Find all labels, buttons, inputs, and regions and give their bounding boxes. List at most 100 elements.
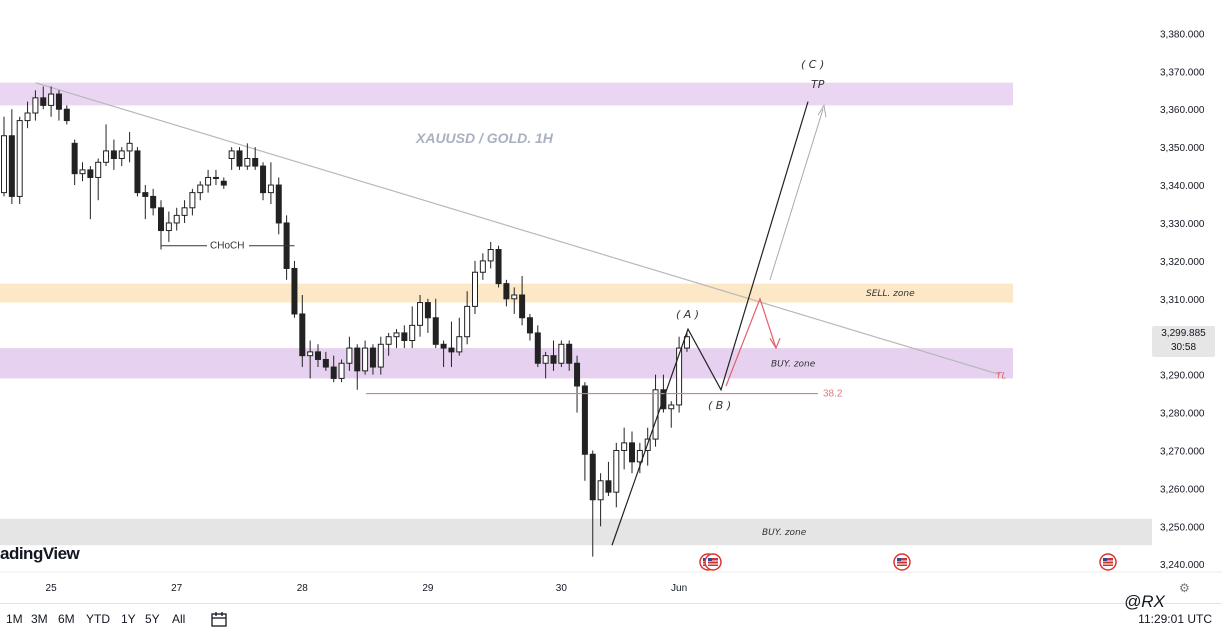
candle-up <box>511 294 518 300</box>
candle-down <box>220 180 227 186</box>
candle-up <box>16 120 23 197</box>
candle-up <box>613 449 620 493</box>
timeframe-1y-button[interactable]: 1Y <box>121 612 136 626</box>
candle-up <box>636 449 643 463</box>
candle-up <box>487 249 494 262</box>
candle-up <box>1 135 7 194</box>
candle-down <box>87 169 94 178</box>
candle-up <box>393 332 400 338</box>
projection-path <box>725 297 777 387</box>
candle-up <box>267 184 274 194</box>
candle-up <box>417 302 424 326</box>
candle-down <box>63 108 70 122</box>
timeframe-ytd-button[interactable]: YTD <box>86 612 110 626</box>
price-axis-bg <box>1152 0 1222 603</box>
candle-up <box>165 222 172 232</box>
candle-down <box>424 302 431 319</box>
flag-body <box>1103 558 1113 566</box>
candle-down <box>519 294 526 319</box>
candle-down <box>275 184 282 224</box>
calendar-icon[interactable] <box>210 610 228 628</box>
price-tick-label: 3,280.000 <box>1160 409 1205 420</box>
candle-up <box>79 169 86 175</box>
candle-up <box>338 362 345 379</box>
price-tick-label: 3,250.000 <box>1160 522 1205 533</box>
candle-up <box>362 347 369 372</box>
candle-down <box>534 332 541 364</box>
sell-zone-label: SELL. zone <box>866 289 915 299</box>
us-flag-event-icon <box>704 553 722 571</box>
candle-down <box>605 480 612 493</box>
price-tick-label: 3,360.000 <box>1160 105 1205 116</box>
buy-zone-upper-label: BUY. zone <box>771 359 816 369</box>
price-tick-label: 3,260.000 <box>1160 484 1205 495</box>
time-tick-label: 30 <box>556 583 568 594</box>
candle-down <box>448 347 455 353</box>
candle-up <box>48 93 55 106</box>
candle-up <box>307 351 314 357</box>
trend-line <box>35 82 1001 376</box>
projection-arrowhead <box>769 337 781 350</box>
wave-b-label: ( B ) <box>708 399 731 412</box>
flag-body <box>708 558 718 566</box>
chart-title: XAUUSD / GOLD. 1H <box>415 130 554 146</box>
candle-up <box>118 150 125 160</box>
candle-down <box>260 165 267 194</box>
flag-canton <box>897 558 901 561</box>
candle-down <box>550 355 557 364</box>
flag-canton <box>708 558 712 561</box>
candle-down <box>330 366 337 379</box>
price-tick-label: 3,240.000 <box>1160 560 1205 571</box>
candle-up <box>456 336 463 353</box>
tradingview-logo: adingView <box>0 544 80 563</box>
candle-up <box>244 158 251 167</box>
candle-down <box>134 150 141 194</box>
candle-down <box>110 150 117 160</box>
candles-group <box>1 86 690 557</box>
candle-up <box>668 404 675 410</box>
candle-up <box>409 324 416 342</box>
price-chart[interactable]: SELL. zone BUY. zone BUY. zone TL CHoCH 38.2 (… <box>0 0 1222 603</box>
trend-line-label: TL <box>996 372 1007 382</box>
price-tick-label: 3,340.000 <box>1160 181 1205 192</box>
zone-buy-zone-lower <box>0 518 1152 546</box>
candle-down <box>589 453 596 501</box>
candle-down <box>369 347 376 368</box>
us-flag-event-icon <box>893 553 911 571</box>
choch-label: CHoCH <box>210 241 244 252</box>
candle-down <box>574 362 581 387</box>
candle-down <box>236 150 243 167</box>
candle-up <box>212 176 219 179</box>
candle-up <box>472 271 478 307</box>
timeframe-5y-button[interactable]: 5Y <box>145 612 160 626</box>
utc-clock: 11:29:01 UTC <box>1138 612 1212 626</box>
wave-c-label: ( C ) <box>801 58 824 71</box>
flag-canton <box>1103 558 1107 561</box>
candle-up <box>189 192 196 209</box>
timeframe-3m-button[interactable]: 3M <box>31 612 48 626</box>
candle-down <box>526 317 533 334</box>
price-tick-label: 3,320.000 <box>1160 257 1205 268</box>
candle-down <box>354 347 361 372</box>
candle-down <box>8 135 15 197</box>
time-tick-label: 25 <box>46 583 58 594</box>
wave-a-label: ( A ) <box>676 308 699 321</box>
candle-down <box>440 343 447 349</box>
price-tick-label: 3,350.000 <box>1160 143 1205 154</box>
candle-up <box>197 184 204 194</box>
price-tick-label: 3,330.000 <box>1160 219 1205 230</box>
candle-down <box>150 195 157 209</box>
timeframe-all-button[interactable]: All <box>172 612 186 626</box>
candle-up <box>683 336 690 349</box>
candle-up <box>464 305 471 338</box>
gear-icon[interactable]: ⚙ <box>1179 581 1190 595</box>
candle-up <box>32 97 39 114</box>
wave-path <box>611 101 809 546</box>
candle-up <box>385 336 392 345</box>
candle-up <box>173 214 180 224</box>
tp-arrowhead <box>817 104 827 118</box>
us-flag-event-icon <box>1099 553 1117 571</box>
timeframe-6m-button[interactable]: 6M <box>58 612 75 626</box>
choch-label-bg <box>207 238 249 252</box>
timeframe-1m-button[interactable]: 1M <box>6 612 23 626</box>
